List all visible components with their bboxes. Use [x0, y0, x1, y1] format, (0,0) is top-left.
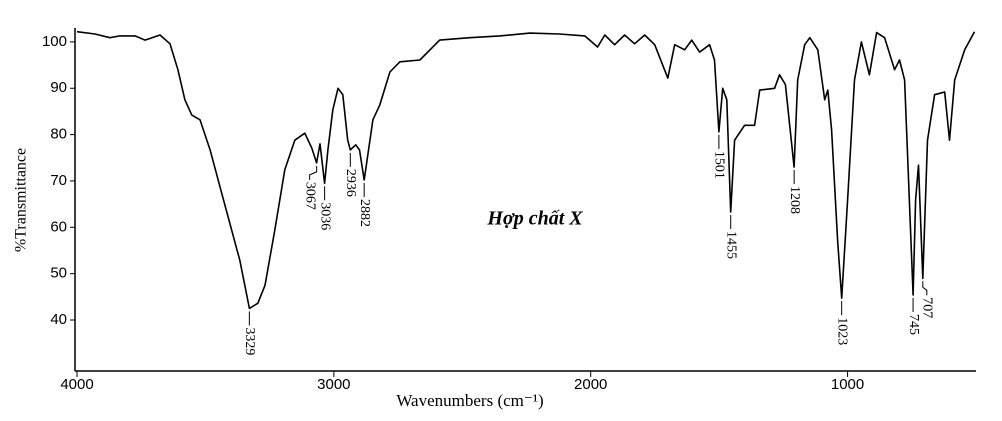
y-tick-label: 60: [50, 218, 67, 235]
y-tick-label: 50: [50, 265, 67, 282]
peak-label: 2882: [357, 199, 372, 227]
x-axis-title: Wavenumbers (cm⁻¹): [396, 391, 543, 410]
peak-label: 745: [906, 314, 921, 335]
peak-label: 3036: [317, 202, 332, 230]
peak-label: 1501: [712, 151, 727, 179]
peak-label: 1455: [723, 231, 738, 259]
x-tick-label: 4000: [60, 376, 93, 393]
peak-leader: [309, 165, 318, 180]
x-tick-label: 3000: [317, 376, 350, 393]
peak-leader: [922, 281, 928, 296]
peak-label: 1023: [834, 317, 849, 345]
y-tick-label: 90: [50, 79, 67, 96]
spectrum-line: [76, 30, 976, 310]
x-tick-label: 2000: [574, 376, 607, 393]
peak-label: 3067: [302, 182, 317, 210]
x-tick-label: 1000: [831, 376, 864, 393]
peak-label: 3329: [242, 327, 257, 355]
y-tick-label: 40: [50, 311, 67, 328]
peak-label: 2936: [343, 169, 358, 197]
peak-label: 707: [920, 297, 935, 318]
y-tick-label: 80: [50, 126, 67, 143]
y-tick-label: 70: [50, 172, 67, 189]
y-axis-title: %Transmittance: [13, 148, 30, 252]
annotation: Hợp chất X: [486, 208, 583, 230]
peak-label: 1208: [787, 186, 802, 214]
y-tick-label: 100: [42, 33, 67, 50]
